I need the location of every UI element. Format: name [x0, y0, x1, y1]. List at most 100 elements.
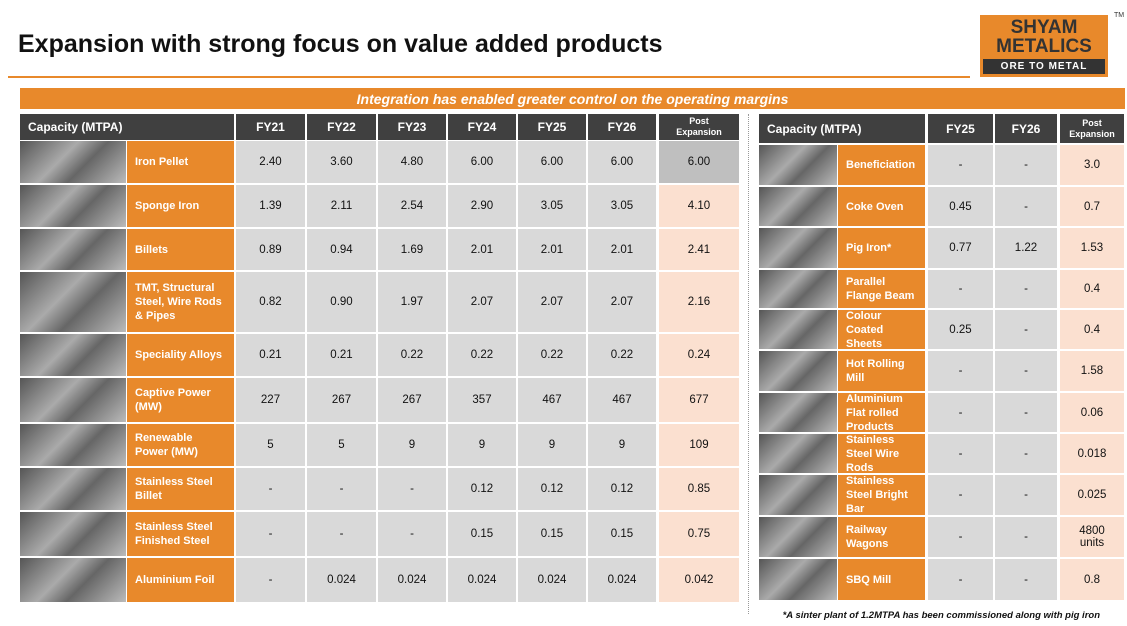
product-image — [759, 559, 837, 600]
row-label: Sponge Iron — [127, 185, 234, 227]
column-header: FY24 — [448, 114, 516, 140]
table-cell: 4.80 — [378, 141, 446, 183]
table-cell: 267 — [307, 378, 376, 422]
column-header: FY25 — [928, 114, 993, 143]
product-image — [20, 272, 126, 332]
table-cell: 4.10 — [659, 185, 739, 227]
table-cell: - — [236, 512, 305, 556]
row-label: Stainless Steel Finished Steel — [127, 512, 234, 556]
table-cell: - — [995, 559, 1057, 600]
table-cell: - — [995, 517, 1057, 557]
table-cell: 1.53 — [1060, 228, 1124, 268]
table-cell: 0.15 — [588, 512, 656, 556]
separator — [748, 114, 749, 614]
table-cell: 0.024 — [518, 558, 586, 602]
column-header: FY23 — [378, 114, 446, 140]
table-cell: 2.90 — [448, 185, 516, 227]
table-cell: 0.12 — [588, 468, 656, 510]
product-image — [20, 468, 126, 510]
column-header: Capacity (MTPA) — [759, 114, 925, 143]
table-cell: 3.60 — [307, 141, 376, 183]
table-cell: 9 — [518, 424, 586, 466]
table-cell: 0.024 — [448, 558, 516, 602]
table-cell: 0.82 — [236, 272, 305, 332]
table-cell: 2.40 — [236, 141, 305, 183]
product-image — [759, 228, 837, 268]
table-cell: 9 — [588, 424, 656, 466]
title-rule — [8, 76, 970, 78]
table-cell: 2.01 — [518, 229, 586, 270]
table-cell: 2.01 — [448, 229, 516, 270]
product-image — [759, 187, 837, 226]
table-cell: 0.4 — [1060, 310, 1124, 349]
table-cell: 467 — [518, 378, 586, 422]
table-cell: 0.018 — [1060, 434, 1124, 473]
table-cell: 0.025 — [1060, 475, 1124, 515]
row-label: Pig Iron* — [838, 228, 925, 268]
table-cell: 0.21 — [307, 334, 376, 376]
table-cell: 0.024 — [307, 558, 376, 602]
row-label: Aluminium Flat rolled Products — [838, 393, 925, 433]
table-cell: 467 — [588, 378, 656, 422]
table-cell: 0.024 — [378, 558, 446, 602]
trademark: TM — [1114, 12, 1125, 19]
product-image — [20, 334, 126, 376]
logo: SHYAM METALICS ORE TO METAL — [980, 15, 1108, 77]
row-label: Captive Power (MW) — [127, 378, 234, 422]
table-cell: - — [928, 434, 993, 473]
table-cell: 0.042 — [659, 558, 739, 602]
column-header: FY26 — [588, 114, 656, 140]
table-cell: 0.85 — [659, 468, 739, 510]
product-image — [759, 351, 837, 391]
table-cell: 0.4 — [1060, 270, 1124, 308]
table-cell: 1.69 — [378, 229, 446, 270]
table-cell: - — [995, 475, 1057, 515]
table-cell: - — [995, 393, 1057, 432]
table-cell: - — [236, 558, 305, 602]
table-cell: 0.24 — [659, 334, 739, 376]
logo-line2: METALICS — [996, 36, 1092, 57]
table-cell: 1.39 — [236, 185, 305, 227]
table-cell: - — [307, 468, 376, 510]
row-label: SBQ Mill — [838, 559, 925, 600]
column-header: Post Expansion — [1060, 114, 1124, 143]
table-cell: 0.22 — [518, 334, 586, 376]
table-cell: 0.7 — [1060, 187, 1124, 226]
column-header: Capacity (MTPA) — [20, 114, 234, 140]
product-image — [20, 185, 126, 227]
row-label: Stainless Steel Bright Bar — [838, 475, 925, 515]
table-cell: 2.07 — [518, 272, 586, 332]
table-cell: 0.89 — [236, 229, 305, 270]
row-label: Hot Rolling Mill — [838, 351, 925, 391]
row-label: Colour Coated Sheets — [838, 310, 925, 350]
table-cell: 0.90 — [307, 272, 376, 332]
product-image — [20, 229, 126, 270]
table-cell: 0.25 — [928, 310, 993, 349]
table-cell: 109 — [659, 424, 739, 466]
footnote: *A sinter plant of 1.2MTPA has been comm… — [782, 610, 1100, 621]
table-cell: 0.94 — [307, 229, 376, 270]
table-cell: - — [928, 517, 993, 557]
row-label: Beneficiation — [838, 145, 925, 185]
table-cell: 0.22 — [448, 334, 516, 376]
table-cell: 3.0 — [1060, 145, 1124, 185]
row-label: TMT, Structural Steel, Wire Rods & Pipes — [127, 272, 234, 332]
table-cell: 1.97 — [378, 272, 446, 332]
column-header: FY21 — [236, 114, 305, 140]
column-header: FY25 — [518, 114, 586, 140]
table-cell: - — [236, 468, 305, 510]
table-cell: - — [995, 351, 1057, 391]
row-label: Parallel Flange Beam — [838, 270, 925, 308]
table-cell: 227 — [236, 378, 305, 422]
table-cell: 0.15 — [448, 512, 516, 556]
row-label: Railway Wagons — [838, 517, 925, 557]
table-cell: 3.05 — [518, 185, 586, 227]
table-cell: - — [378, 468, 446, 510]
table-cell: 5 — [307, 424, 376, 466]
column-header: FY22 — [307, 114, 376, 140]
product-image — [759, 393, 837, 432]
table-cell: - — [307, 512, 376, 556]
table-cell: 2.11 — [307, 185, 376, 227]
column-header: Post Expansion — [659, 114, 739, 140]
table-cell: - — [928, 351, 993, 391]
